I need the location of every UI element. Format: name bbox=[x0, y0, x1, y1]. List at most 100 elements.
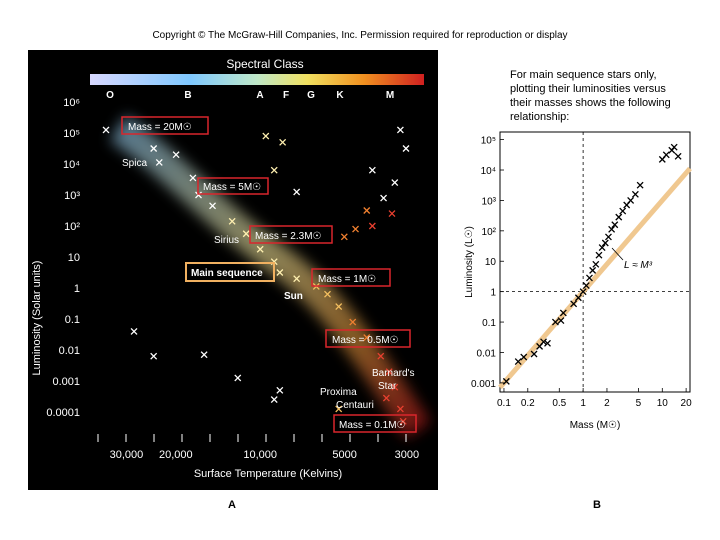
x-tick-label: 2 bbox=[604, 398, 610, 409]
star-marker bbox=[368, 166, 376, 174]
y-tick-label: 1 bbox=[490, 288, 496, 299]
y-axis-ticks: 10⁶ 10⁵ 10⁴ 10³ 10² 10 1 0.1 0.01 0.001 0.0001 bbox=[46, 97, 80, 419]
y-axis-label: Luminosity (L☉) bbox=[464, 226, 475, 298]
data-point bbox=[530, 350, 538, 358]
y-tick-label: 10⁵ bbox=[481, 136, 496, 147]
data-point bbox=[582, 282, 590, 290]
main-sequence-label: Main sequence bbox=[191, 268, 263, 279]
x-axis-ticks: 0.1 0.2 0.5 1 2 5 10 20 bbox=[497, 388, 692, 409]
star-marker bbox=[150, 352, 158, 360]
data-point bbox=[598, 244, 606, 252]
x-tick-label: 1 bbox=[580, 398, 586, 409]
data-point bbox=[604, 233, 612, 241]
mass-luminosity-description: For main sequence stars only, plotting th… bbox=[510, 69, 671, 123]
data-point bbox=[595, 251, 603, 259]
mass-1-label: Mass = 1M☉ bbox=[318, 274, 376, 285]
star-marker bbox=[368, 222, 376, 230]
star-marker bbox=[262, 132, 270, 140]
data-point bbox=[627, 196, 635, 204]
star-marker bbox=[242, 230, 250, 238]
star-marker bbox=[396, 405, 404, 413]
star-marker bbox=[172, 151, 180, 159]
main-sequence-box bbox=[185, 262, 275, 282]
star-marker bbox=[256, 245, 264, 253]
star-marker bbox=[399, 417, 407, 425]
data-point bbox=[631, 190, 639, 198]
star-marker bbox=[402, 145, 410, 152]
data-point bbox=[559, 309, 567, 317]
y-axis-ticks: 10⁵ 10⁴ 10³ 10² 10 1 0.1 0.01 0.001 bbox=[471, 136, 504, 390]
spectral-class-f: F bbox=[283, 90, 289, 101]
data-point bbox=[670, 143, 678, 151]
fit-label: L ≈ M³ bbox=[624, 260, 653, 271]
x-tick-label: 0.2 bbox=[521, 398, 535, 409]
star-marker bbox=[352, 225, 359, 233]
y-tick-label: 0.001 bbox=[471, 379, 496, 390]
star-marker bbox=[279, 138, 287, 146]
data-points bbox=[502, 143, 682, 385]
x-axis-ticks: 30,000 20,000 10,000 5000 3000 bbox=[97, 434, 419, 461]
barnards-label-1: Barnard's bbox=[372, 368, 415, 379]
y-tick-label: 10 bbox=[68, 252, 80, 264]
star-marker bbox=[150, 145, 158, 152]
star-marker bbox=[200, 351, 208, 359]
data-point bbox=[551, 318, 559, 326]
data-point bbox=[619, 207, 627, 215]
y-tick-label: 0.1 bbox=[482, 318, 496, 329]
description-line: For main sequence stars only, bbox=[510, 69, 657, 81]
data-point bbox=[585, 274, 593, 282]
star-marker bbox=[155, 158, 163, 166]
star-marker bbox=[382, 394, 390, 402]
spectral-class-k: K bbox=[336, 90, 344, 101]
spectral-class-a: A bbox=[256, 90, 263, 101]
y-axis-label: Luminosity (Solar units) bbox=[31, 261, 43, 376]
x-tick-label: 0.1 bbox=[497, 398, 511, 409]
star-marker bbox=[335, 405, 343, 413]
x-axis-label: Mass (M☉) bbox=[570, 420, 621, 431]
star-marker bbox=[195, 191, 202, 199]
star-marker bbox=[340, 233, 348, 241]
mass-2-3-label: Mass = 2.3M☉ bbox=[255, 231, 322, 242]
spectral-class-m: M bbox=[386, 90, 394, 101]
star-marker bbox=[209, 202, 217, 210]
description-line: their masses shows the following bbox=[510, 97, 671, 109]
mass-luminosity-chart: For main sequence stars only, plotting th… bbox=[464, 69, 692, 431]
data-point bbox=[589, 266, 597, 274]
main-sequence-band bbox=[109, 115, 431, 439]
x-tick-label: 10,000 bbox=[243, 449, 277, 461]
x-tick-label: 30,000 bbox=[110, 449, 144, 461]
barnards-label-2: Star bbox=[378, 381, 397, 392]
y-tick-label: 10 bbox=[485, 257, 497, 268]
star-marker bbox=[391, 383, 399, 391]
proxima-label-2: Centauri bbox=[336, 400, 374, 411]
x-tick-label: 20,000 bbox=[159, 449, 193, 461]
sirius-label: Sirius bbox=[214, 235, 239, 246]
spectral-class-title: Spectral Class bbox=[226, 57, 303, 71]
data-point bbox=[608, 225, 616, 233]
star-marker bbox=[396, 126, 404, 134]
x-axis-label: Surface Temperature (Kelvins) bbox=[194, 468, 342, 480]
data-point bbox=[520, 353, 528, 361]
data-point bbox=[601, 239, 609, 247]
star-marker bbox=[276, 386, 284, 394]
star-marker bbox=[380, 194, 388, 202]
star-marker bbox=[293, 188, 301, 196]
data-point bbox=[592, 260, 600, 268]
spica-label: Spica bbox=[122, 158, 147, 169]
y-tick-label: 10² bbox=[64, 221, 80, 233]
spectral-class-o: O bbox=[106, 90, 114, 101]
star-marker bbox=[130, 327, 138, 335]
x-tick-label: 10 bbox=[657, 398, 669, 409]
star-marker bbox=[234, 374, 242, 382]
star-marker bbox=[363, 334, 371, 342]
star-marker bbox=[324, 290, 331, 298]
sun-label: Sun bbox=[284, 291, 303, 302]
star-marker bbox=[270, 396, 278, 404]
mass-5-label: Mass = 5M☉ bbox=[203, 182, 261, 193]
y-tick-label: 10³ bbox=[482, 196, 497, 207]
data-point bbox=[662, 151, 670, 159]
description-line: relationship: bbox=[510, 111, 569, 123]
data-point bbox=[544, 339, 551, 347]
